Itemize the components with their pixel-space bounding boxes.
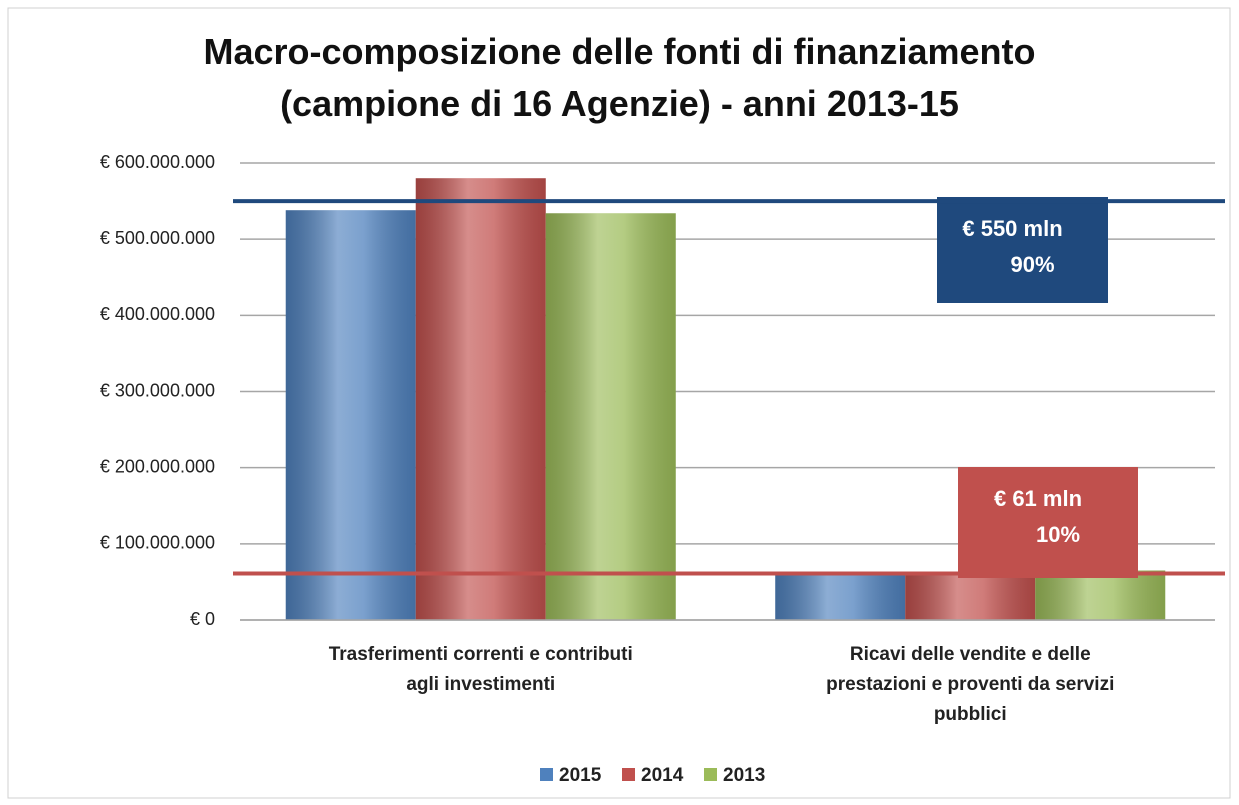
y-tick-label: € 300.000.000 (100, 380, 215, 400)
annotation-share: 90% (1010, 252, 1055, 277)
bar-highlight (415, 178, 546, 620)
legend-label: 2013 (723, 765, 765, 786)
legend-label: 2014 (641, 765, 684, 786)
y-tick-label: € 200.000.000 (100, 456, 215, 476)
annotation-share: 10% (1035, 522, 1081, 547)
bar-highlight (905, 575, 1036, 620)
annotation-box (937, 197, 1108, 303)
annotation-box (958, 467, 1138, 578)
legend-swatch (704, 768, 717, 781)
legend-label: 2015 (559, 765, 602, 786)
bar-highlight (1035, 570, 1166, 620)
y-tick-label: € 500.000.000 (100, 228, 215, 248)
bar-highlight (545, 213, 676, 620)
annotation-label: € 550 mln (962, 216, 1063, 241)
y-tick-label: € 0 (190, 609, 215, 629)
y-tick-label: € 400.000.000 (100, 304, 215, 324)
legend-swatch (540, 768, 553, 781)
frame (7, 7, 1231, 799)
annotation-label: € 61 mln (993, 486, 1083, 511)
legend-swatch (622, 768, 635, 781)
x-tick-label: Ricavi delle vendite e delle prestazioni… (826, 644, 1115, 725)
bar-highlight (285, 210, 416, 620)
bar-highlight (775, 575, 906, 620)
chart-title: Macro-composizione delle fonti di finanz… (203, 31, 1036, 124)
y-tick-label: € 600.000.000 (100, 152, 215, 172)
x-tick-label: Trasferimenti correnti e contributi agli… (328, 644, 633, 695)
y-tick-label: € 100.000.000 (100, 533, 215, 553)
